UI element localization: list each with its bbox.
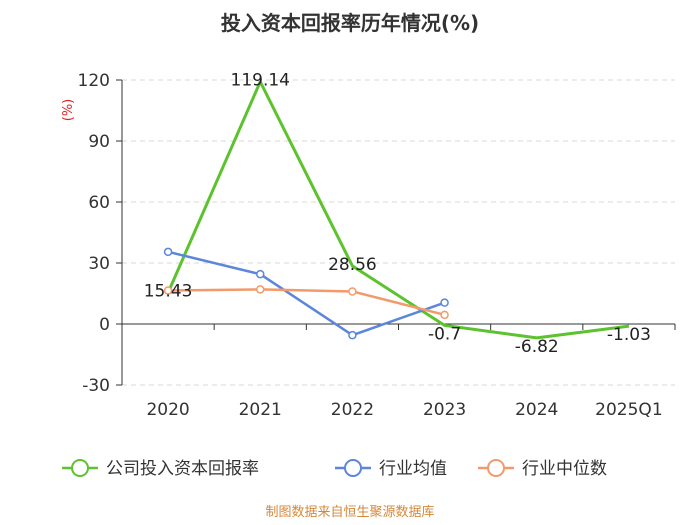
data-point — [256, 285, 265, 294]
data-label: -0.7 — [428, 324, 461, 344]
x-tick-label: 2021 — [239, 400, 282, 420]
series-line — [167, 250, 445, 337]
data-point — [348, 330, 357, 340]
data-labels: 15.43 119.14 28.56 -0.7 -6.82 -1.03 — [144, 71, 651, 357]
legend-marker-icon — [344, 459, 362, 477]
y-tick-label: 120 — [78, 71, 110, 91]
legend-label: 行业均值 — [379, 459, 447, 479]
x-tick-label: 2022 — [331, 400, 374, 420]
axes: -30 0 30 60 90 120 2020 2021 2022 2023 2024 2025Q1 — [78, 71, 676, 420]
x-tick-label: 2025Q1 — [595, 400, 662, 420]
data-label: 15.43 — [144, 282, 193, 302]
source-note: 制图数据来自恒生聚源数据库 — [265, 504, 434, 520]
data-point — [163, 247, 173, 257]
y-tick-label: 60 — [88, 193, 110, 213]
legend-label: 行业中位数 — [522, 459, 607, 479]
data-label: -6.82 — [515, 337, 559, 357]
x-tick-label: 2020 — [146, 400, 189, 420]
data-point — [256, 269, 265, 279]
data-label: 119.14 — [231, 71, 290, 91]
gridlines — [122, 79, 675, 386]
x-tick-label: 2023 — [423, 400, 466, 420]
data-label: 28.56 — [328, 255, 377, 275]
legend-marker-icon — [487, 459, 505, 477]
data-point — [440, 298, 449, 307]
data-point — [348, 287, 357, 296]
data-point — [440, 310, 449, 320]
data-point — [163, 286, 173, 295]
series-line — [168, 288, 445, 317]
legend[interactable]: 公司投入资本回报率 行业均值 行业中位数 — [62, 459, 607, 479]
y-tick-label: 30 — [88, 254, 110, 274]
y-axis-unit: (%) — [61, 99, 76, 122]
chart-title: 投入资本回报率历年情况(%) — [221, 11, 479, 35]
series-line — [166, 80, 630, 340]
legend-marker-icon — [71, 459, 89, 477]
y-tick-label: -30 — [82, 376, 110, 396]
legend-label: 公司投入资本回报率 — [106, 459, 259, 479]
data-label: -1.03 — [607, 325, 651, 345]
y-tick-label: 0 — [99, 315, 110, 335]
series-group — [163, 80, 630, 340]
x-tick-label: 2024 — [515, 400, 558, 420]
y-tick-label: 90 — [88, 132, 110, 152]
